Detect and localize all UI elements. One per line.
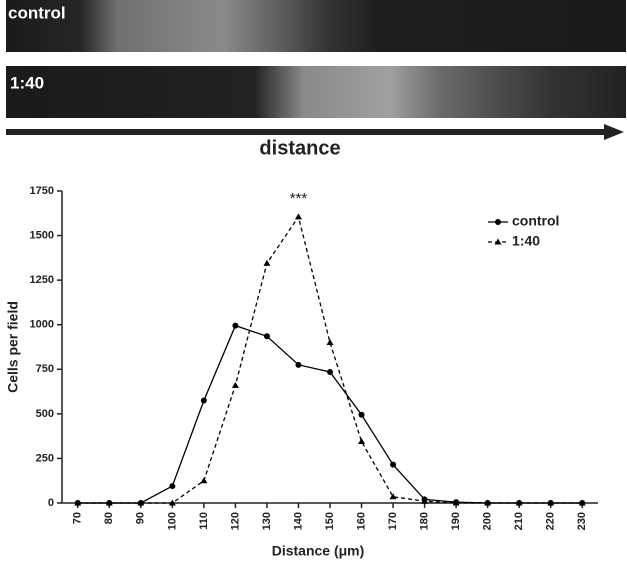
x-tick-label: 160 <box>355 512 367 530</box>
x-tick-label: 220 <box>545 512 557 530</box>
point <box>578 499 586 506</box>
point <box>169 483 176 490</box>
x-tick-label: 80 <box>103 512 115 524</box>
ratio-image <box>6 66 626 118</box>
y-axis-label: Cells per field <box>5 301 21 393</box>
point <box>358 411 365 418</box>
point <box>326 339 334 346</box>
arrow-label: distance <box>259 137 340 159</box>
point <box>137 499 145 506</box>
x-axis-label: Distance (μm) <box>272 543 365 559</box>
y-tick-label: 250 <box>36 452 54 464</box>
point <box>200 397 207 404</box>
series-line <box>77 324 583 504</box>
point <box>484 499 492 506</box>
point <box>421 497 429 504</box>
y-tick-label: 1000 <box>30 319 54 331</box>
legend-label: 1:40 <box>512 233 540 249</box>
point <box>232 322 239 329</box>
x-tick-label: 70 <box>72 512 84 524</box>
x-tick-label: 180 <box>418 512 430 530</box>
x-tick-label: 130 <box>261 512 273 530</box>
point <box>327 368 333 375</box>
y-tick-label: 1250 <box>30 274 54 286</box>
x-tick-label: 100 <box>166 512 178 530</box>
y-tick-label: 1750 <box>30 185 54 197</box>
point <box>231 381 239 388</box>
x-tick-label: 210 <box>513 512 525 530</box>
panel-label: 1:40 <box>10 73 44 92</box>
x-tick-label: 150 <box>324 512 336 530</box>
legend-marker <box>495 219 501 225</box>
y-tick-label: 500 <box>36 408 54 420</box>
x-tick-label: 230 <box>576 512 588 530</box>
point <box>263 259 271 266</box>
point <box>294 213 302 220</box>
point <box>200 477 208 484</box>
annotation: *** <box>290 190 308 207</box>
x-tick-label: 170 <box>387 512 399 530</box>
point <box>105 499 113 506</box>
point <box>358 437 366 444</box>
x-tick-label: 140 <box>292 512 304 530</box>
arrow-head <box>604 124 624 140</box>
x-tick-label: 110 <box>198 512 210 530</box>
point <box>547 499 555 506</box>
y-tick-label: 1500 <box>30 229 54 241</box>
legend-marker <box>494 238 502 245</box>
y-tick-label: 0 <box>48 497 54 509</box>
series-line <box>77 215 583 504</box>
point <box>390 461 397 468</box>
point <box>295 361 302 368</box>
point <box>168 499 176 506</box>
panel-label: control <box>8 3 66 22</box>
x-tick-label: 120 <box>229 512 241 530</box>
y-tick-label: 750 <box>36 363 54 375</box>
point <box>74 499 82 506</box>
point <box>389 493 397 500</box>
x-tick-label: 90 <box>135 512 147 524</box>
control-image <box>6 0 626 52</box>
point <box>263 333 270 340</box>
point <box>452 499 460 506</box>
point <box>515 499 523 506</box>
legend-label: control <box>512 213 559 229</box>
x-tick-label: 190 <box>450 512 462 530</box>
x-tick-label: 200 <box>482 512 494 530</box>
